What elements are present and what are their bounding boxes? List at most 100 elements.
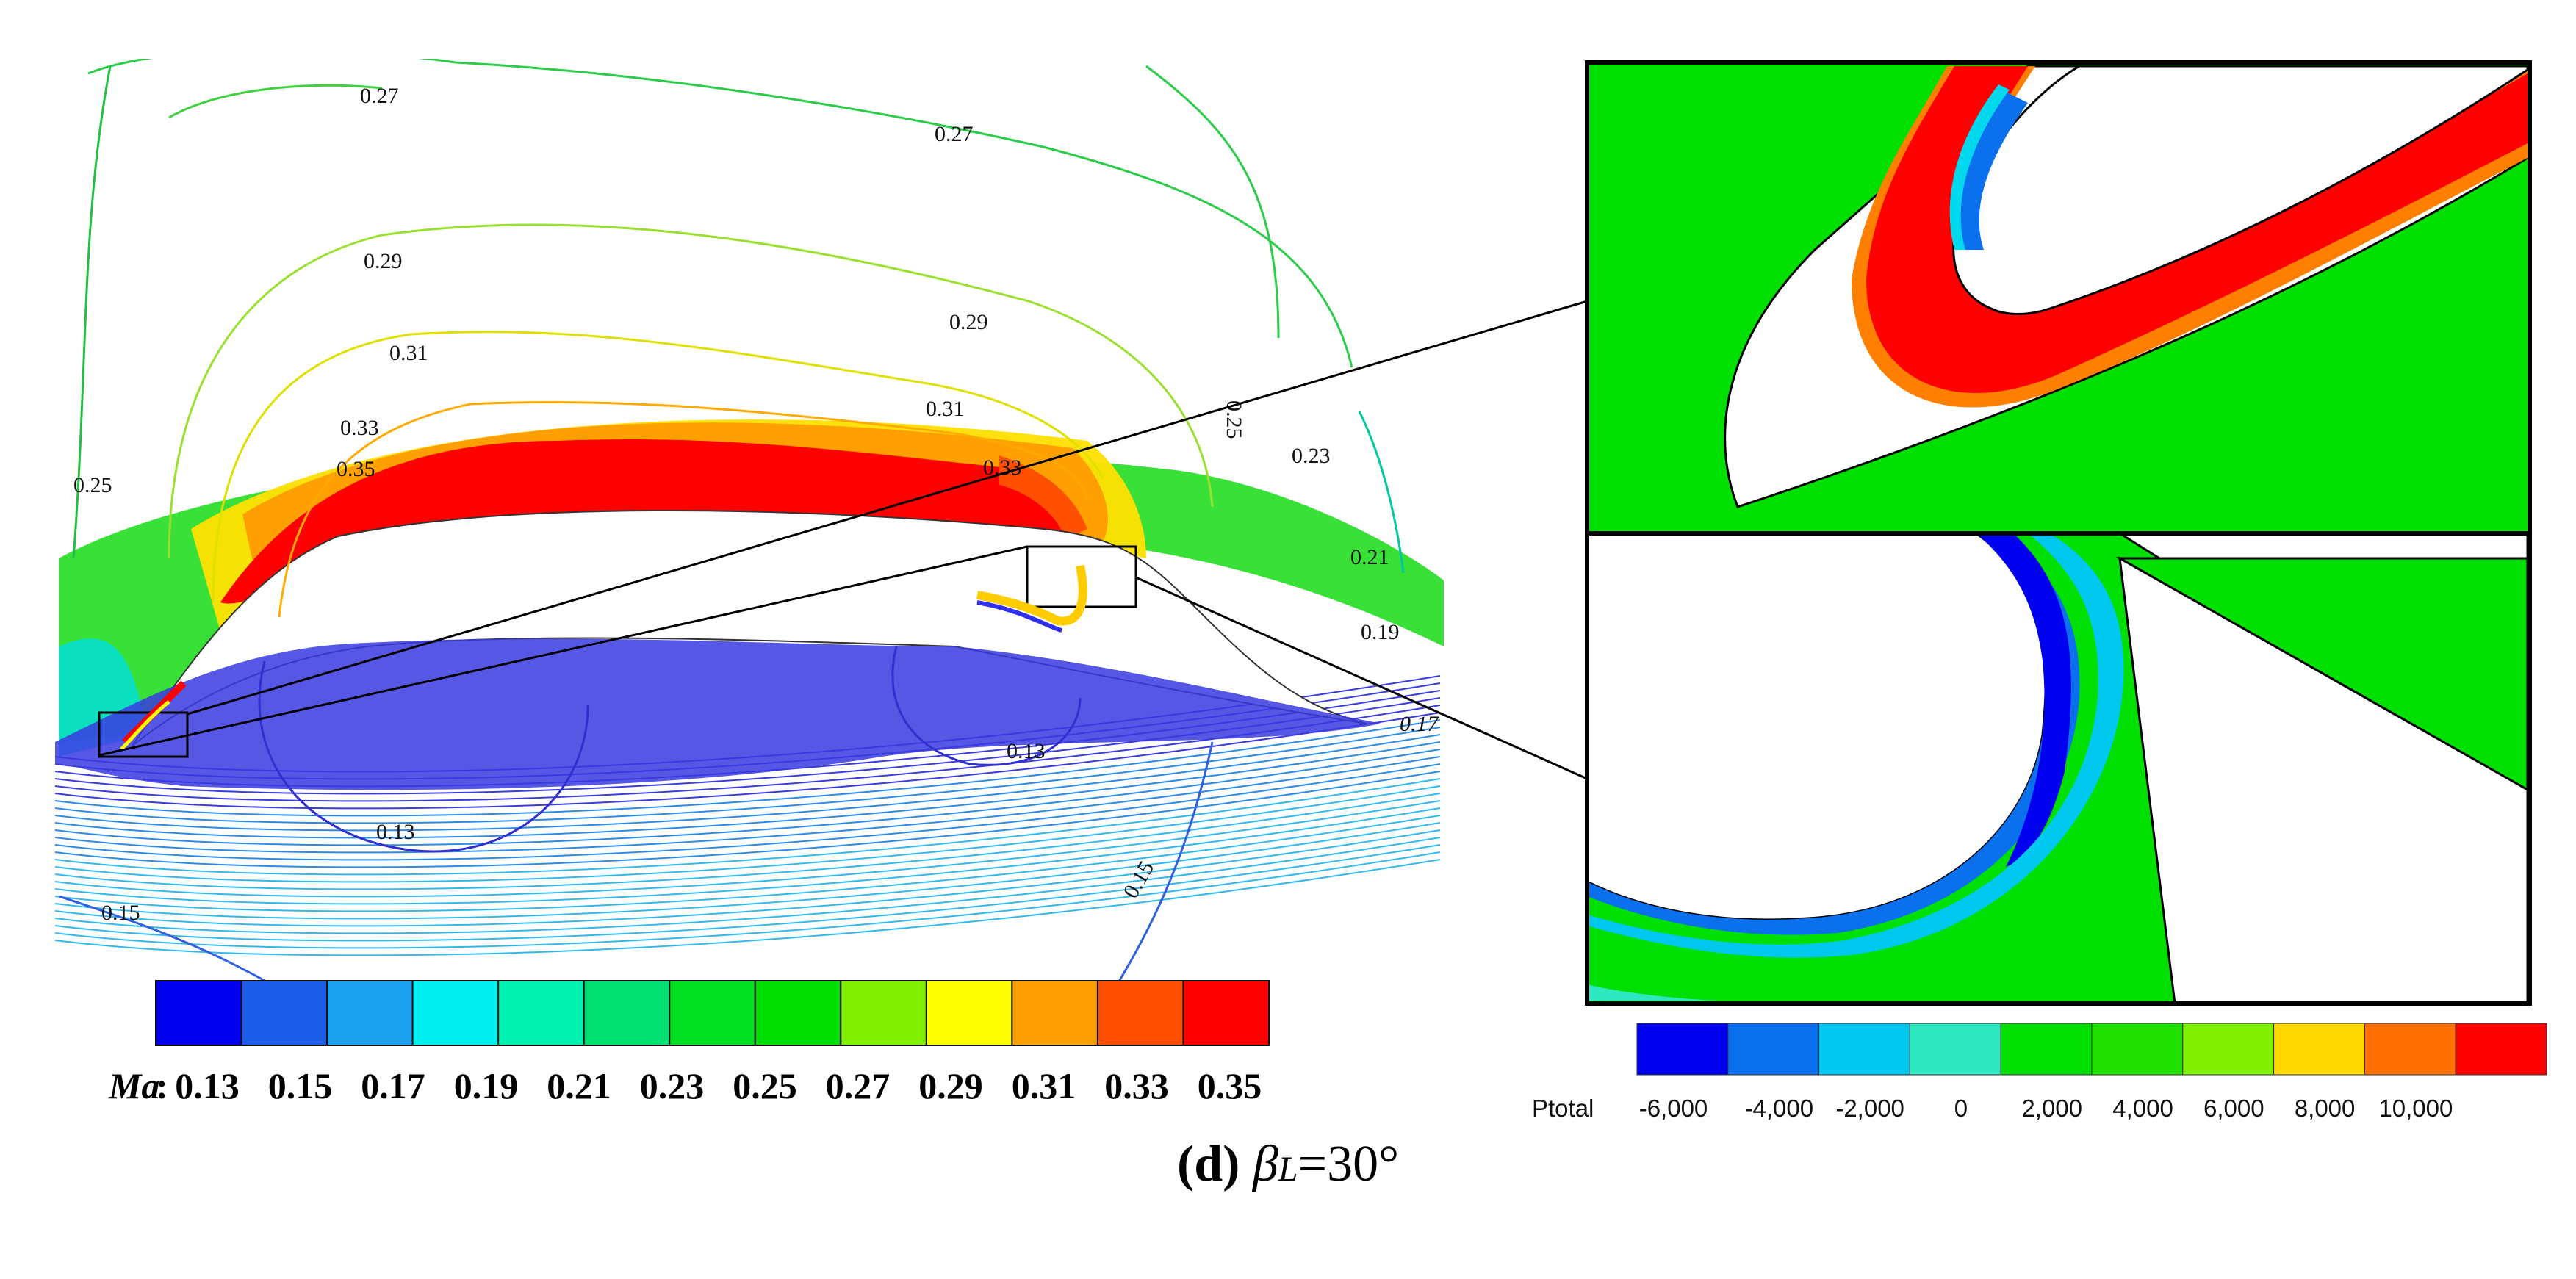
connector-line bbox=[98, 545, 1028, 757]
inset-panel-bottom bbox=[1587, 533, 2530, 1004]
streamline bbox=[54, 837, 1441, 934]
streamline bbox=[54, 785, 1441, 883]
streamline bbox=[54, 741, 1441, 839]
slot-jet bbox=[976, 564, 1087, 626]
mach-colorbar-swatch bbox=[754, 980, 842, 1046]
caption-beta-symbol: β bbox=[1253, 1136, 1278, 1192]
ptotal-colorbar-swatch bbox=[1909, 1023, 2001, 1076]
inset-bottom-deep-blue bbox=[1976, 533, 2071, 867]
contour-0.31 bbox=[212, 331, 1104, 603]
contour-0.13-right bbox=[891, 646, 1082, 766]
mach-colorbar-symbol: Ma bbox=[108, 1065, 159, 1106]
mach-colorbar-tick-label: 0.33 bbox=[1104, 1065, 1169, 1106]
mach-colorbar-swatch bbox=[840, 980, 927, 1046]
streamline bbox=[54, 793, 1441, 890]
contour-0.13-left bbox=[258, 660, 589, 853]
ptotal-colorbar-swatch bbox=[2364, 1023, 2456, 1076]
ptotal-colorbar-tick-label: -2,000 bbox=[1835, 1095, 1904, 1122]
ptotal-colorbar-tick-label: -4,000 bbox=[1745, 1095, 1814, 1122]
mach-colorbar-swatch bbox=[1096, 980, 1184, 1046]
streamline bbox=[54, 734, 1441, 832]
mach-colorbar-tick-label: 0.25 bbox=[733, 1065, 797, 1106]
streamline bbox=[54, 807, 1441, 905]
contour-label: 0.33 bbox=[983, 455, 1022, 480]
leading-edge-jet-yellow bbox=[120, 700, 170, 751]
contour-0.23 bbox=[1358, 411, 1405, 574]
mach-colorbar-tick-label: 0.27 bbox=[826, 1065, 891, 1106]
contour-label: 0.13 bbox=[1007, 739, 1046, 763]
streamline bbox=[54, 705, 1441, 802]
caption-panel-label: (d) bbox=[1176, 1136, 1240, 1192]
contour-label: 0.21 bbox=[1350, 545, 1389, 569]
mach-colorbar-tick-label: 0.35 bbox=[1198, 1065, 1262, 1106]
upper-band-dark-orange bbox=[999, 455, 1087, 540]
contour-0.15-left bbox=[58, 895, 274, 984]
ptotal-colorbar-swatch bbox=[1727, 1023, 1820, 1076]
mach-colorbar-swatch bbox=[1011, 980, 1098, 1046]
mach-colorbar-swatch bbox=[669, 980, 756, 1046]
streamline bbox=[54, 756, 1441, 854]
streamline bbox=[54, 763, 1441, 861]
caption-angle: 30° bbox=[1327, 1136, 1400, 1192]
ptotal-colorbar-swatch bbox=[2000, 1023, 2093, 1076]
ptotal-colorbar bbox=[1636, 1023, 2547, 1076]
mach-colorbar-swatch bbox=[411, 980, 500, 1046]
mach-colorbar-swatch bbox=[583, 980, 671, 1046]
connector-line bbox=[1135, 576, 1588, 780]
ptotal-colorbar-swatch bbox=[2182, 1023, 2275, 1076]
ptotal-colorbar-tick-label: 2,000 bbox=[2021, 1095, 2082, 1122]
contour-label: 0.27 bbox=[935, 122, 974, 146]
inset-bottom-cyan-band bbox=[1587, 533, 2124, 958]
inset-top-blue-core bbox=[1957, 92, 2028, 250]
contour-0.27-left bbox=[168, 84, 383, 119]
ptotal-colorbar-swatch bbox=[2091, 1023, 2184, 1076]
ptotal-colorbar-swatch bbox=[1636, 1023, 1729, 1076]
streamline bbox=[54, 749, 1441, 846]
streamline bbox=[54, 712, 1441, 810]
mach-colorbar bbox=[155, 980, 1270, 1046]
streamline bbox=[54, 829, 1441, 927]
streamline bbox=[54, 727, 1441, 824]
inset-bottom-frame bbox=[1585, 531, 2532, 1006]
ptotal-colorbar-tick-label: 8,000 bbox=[2295, 1095, 2356, 1122]
contour-label: 0.33 bbox=[340, 416, 379, 440]
contour-label: 0.35 bbox=[337, 457, 375, 481]
contour-0.29 bbox=[168, 223, 1214, 559]
contour-label: 0.23 bbox=[1292, 444, 1331, 468]
contour-label: 0.29 bbox=[949, 310, 988, 334]
streamline bbox=[54, 771, 1441, 868]
inset-bottom-teal-edge bbox=[1587, 984, 1719, 1001]
contour-label: 0.31 bbox=[389, 341, 428, 365]
mach-colorbar-swatch bbox=[326, 980, 414, 1046]
mach-colorbar-colon: : bbox=[156, 1065, 168, 1106]
streamline bbox=[54, 778, 1441, 876]
mach-colorbar-tick-label: 0.29 bbox=[918, 1065, 983, 1106]
lower-blue-region bbox=[55, 638, 1381, 790]
connector-line bbox=[187, 300, 1588, 716]
ptotal-colorbar-swatch bbox=[2273, 1023, 2365, 1076]
streamline bbox=[54, 719, 1441, 817]
caption-equals: = bbox=[1298, 1136, 1328, 1192]
contour-0.27-outer bbox=[87, 59, 1353, 368]
mach-colorbar-tick-label: 0.21 bbox=[547, 1065, 611, 1106]
streamlines bbox=[54, 675, 1441, 956]
mach-colorbar-ticks: 0.13 0.15 0.17 0.19 0.21 0.23 0.25 0.27 0.29 0.31… bbox=[175, 1065, 1262, 1106]
contour-0.15-right bbox=[1115, 741, 1214, 984]
contour-label: 0.19 bbox=[1361, 620, 1400, 644]
ptotal-colorbar-ticks: -6,000 -4,000 -2,000 0 2,000 4,000 6,000 8,000 1… bbox=[1639, 1095, 2453, 1122]
contour-label: 0.29 bbox=[364, 249, 403, 273]
contour-label: 0.25 bbox=[73, 473, 112, 497]
contour-0.25-left bbox=[72, 65, 112, 559]
mach-contours bbox=[58, 59, 1405, 984]
mach-colorbar-tick-label: 0.17 bbox=[361, 1065, 425, 1106]
figure-caption: (d) βL=30° bbox=[0, 1135, 2576, 1194]
mach-colorbar-tick-label: 0.13 bbox=[175, 1065, 240, 1106]
contour-0.33 bbox=[278, 400, 1089, 618]
contour-label: 0.17 bbox=[1400, 712, 1440, 736]
ptotal-colorbar-label: Ptotal bbox=[1532, 1095, 1594, 1122]
inset-top-cyan-core bbox=[1949, 84, 2010, 250]
caption-subscript: L bbox=[1278, 1150, 1298, 1189]
ptotal-colorbar-tick-label: -6,000 bbox=[1639, 1095, 1708, 1122]
contour-label: 0.13 bbox=[376, 820, 415, 844]
